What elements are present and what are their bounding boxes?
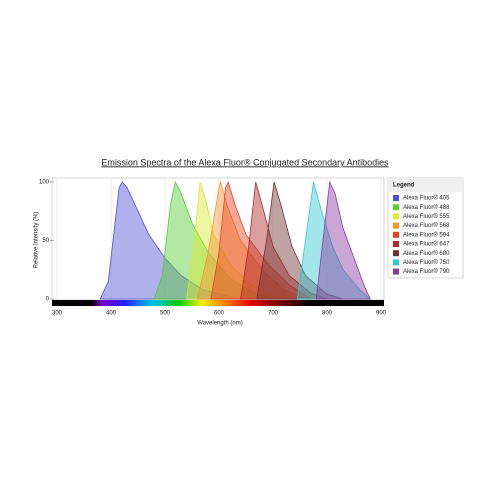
x-tick-label: 800 <box>322 311 333 317</box>
legend-header <box>388 178 463 192</box>
x-tick-label: 900 <box>376 311 387 317</box>
legend-swatch <box>393 259 399 266</box>
chart-title: Emission Spectra of the Alexa Fluor® Con… <box>101 157 389 167</box>
x-tick-label: 300 <box>52 311 63 317</box>
legend-swatch <box>393 241 399 247</box>
spectrum-area <box>296 181 372 300</box>
spectrum-area <box>315 180 371 300</box>
spectrum-bar <box>52 300 384 306</box>
spectrum-area <box>256 181 344 300</box>
x-tick-label: 500 <box>160 311 171 317</box>
x-tick-label: 600 <box>214 311 225 317</box>
legend-label: Alexa Fluor® 647 <box>403 241 450 248</box>
x-tick-label: 700 <box>268 311 279 317</box>
legend-swatch <box>393 195 399 201</box>
legend-swatch <box>393 204 399 211</box>
legend-label: Alexa Fluor® 594 <box>403 231 450 238</box>
legend-title: Legend <box>393 183 415 189</box>
y-tick-label: 0 <box>46 297 50 303</box>
legend-swatch <box>393 222 399 229</box>
y-tick-label: 100 <box>39 180 50 186</box>
spectrum-area <box>196 180 306 300</box>
legend-label: Alexa Fluor® 680 <box>403 250 450 257</box>
legend-label: Alexa Fluor® 568 <box>403 222 450 229</box>
legend-swatch <box>393 231 399 238</box>
legend-label: Alexa Fluor® 405 <box>403 195 450 202</box>
spectrum-area <box>240 181 328 300</box>
spectrum-area <box>210 180 313 300</box>
legend-label: Alexa Fluor® 488 <box>403 204 450 211</box>
legend-swatch <box>393 250 399 257</box>
y-axis-label: Relative Intensity (%) <box>34 212 40 269</box>
legend-label: Alexa Fluor® 555 <box>403 213 450 220</box>
x-tick-label: 400 <box>106 311 117 317</box>
legend-swatch <box>393 268 399 275</box>
legend-label: Alexa Fluor® 750 <box>403 259 450 266</box>
legend-label: Alexa Fluor® 790 <box>403 268 450 275</box>
y-tick-label: 50 <box>42 238 49 244</box>
spectrum-area <box>186 181 290 300</box>
plot-area <box>51 177 385 301</box>
spectrum-area <box>153 180 274 300</box>
spectrum-area <box>99 181 247 300</box>
legend-swatch <box>393 213 399 220</box>
x-axis-label: Wavelength (nm) <box>197 321 242 327</box>
legend-box <box>387 177 464 279</box>
